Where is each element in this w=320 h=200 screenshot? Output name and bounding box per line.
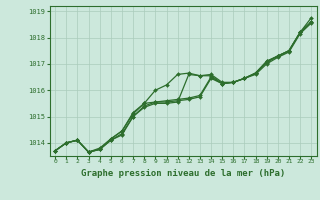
- X-axis label: Graphe pression niveau de la mer (hPa): Graphe pression niveau de la mer (hPa): [81, 169, 285, 178]
